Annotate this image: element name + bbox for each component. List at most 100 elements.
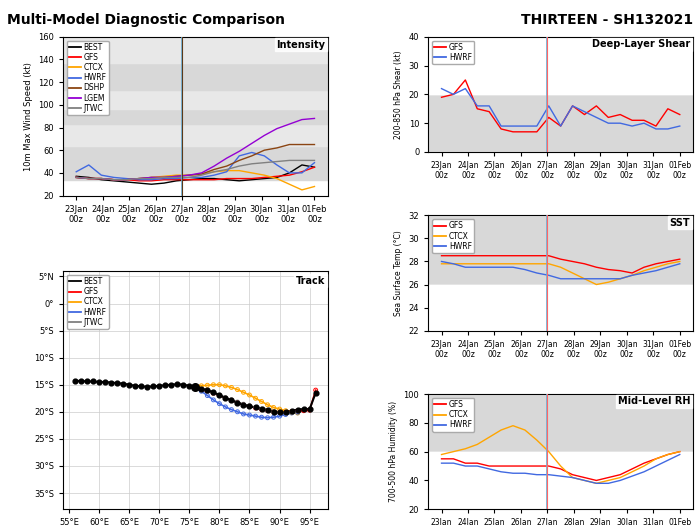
Point [202, 387, 213, 395]
Y-axis label: 700-500 hPa Humidity (%): 700-500 hPa Humidity (%) [389, 401, 398, 502]
Point [208, 396, 219, 404]
Point [208, 389, 219, 397]
Bar [428, 37, 693, 94]
Point [292, 408, 303, 417]
Point [226, 396, 237, 404]
Point [208, 388, 219, 396]
Legend: GFS, CTCX, HWRF: GFS, CTCX, HWRF [432, 219, 474, 253]
Point [214, 391, 225, 399]
Bar [428, 37, 693, 94]
Point [250, 394, 261, 403]
Point [220, 394, 231, 402]
Point [196, 384, 207, 393]
Point [256, 397, 267, 406]
Point [148, 382, 159, 391]
Point [250, 403, 261, 412]
Point [310, 386, 321, 394]
Point [262, 406, 273, 415]
Legend: GFS, CTCX, HWRF: GFS, CTCX, HWRF [432, 398, 474, 432]
Point [232, 385, 243, 394]
Text: Mid-Level RH: Mid-Level RH [618, 396, 690, 406]
Text: Intensity: Intensity [276, 40, 325, 50]
Bar [428, 452, 693, 509]
Point [214, 391, 225, 400]
Point [262, 401, 273, 409]
Point [292, 407, 303, 415]
Point [202, 381, 213, 390]
Point [202, 387, 213, 395]
Bar [63, 147, 328, 180]
Point [202, 391, 213, 400]
Point [292, 408, 303, 417]
Bar [63, 91, 328, 109]
Point [214, 381, 225, 389]
Point [280, 411, 291, 419]
Point [214, 400, 225, 408]
Point [280, 408, 291, 416]
Bar [63, 64, 328, 90]
Point [238, 401, 249, 409]
Bar [63, 37, 328, 63]
Point [268, 403, 279, 412]
Point [154, 382, 165, 390]
Point [280, 406, 291, 415]
Point [274, 412, 285, 421]
Point [244, 402, 255, 411]
Point [208, 381, 219, 389]
Point [274, 405, 285, 413]
Y-axis label: Sea Surface Temp (°C): Sea Surface Temp (°C) [394, 230, 403, 316]
Point [280, 408, 291, 417]
Point [183, 382, 195, 390]
Point [256, 405, 267, 414]
Point [268, 407, 279, 416]
Legend: GFS, HWRF: GFS, HWRF [432, 40, 474, 64]
Point [81, 377, 92, 386]
Bar [428, 285, 693, 331]
Point [94, 378, 105, 386]
Point [160, 381, 171, 390]
Point [166, 381, 177, 389]
Point [262, 406, 273, 415]
Point [106, 379, 117, 387]
Bar [63, 125, 328, 145]
Point [268, 407, 279, 416]
Point [76, 377, 87, 385]
Point [220, 382, 231, 390]
Point [178, 381, 189, 389]
Point [244, 402, 255, 410]
Point [286, 408, 297, 417]
Point [262, 406, 273, 414]
Point [292, 407, 303, 416]
Point [232, 398, 243, 407]
Point [190, 384, 201, 393]
Point [196, 382, 207, 390]
Point [196, 387, 207, 395]
Point [298, 405, 309, 413]
Point [118, 380, 129, 388]
Point [190, 384, 201, 393]
Point [274, 408, 285, 416]
Point [286, 407, 297, 416]
Point [262, 414, 273, 422]
Text: THIRTEEN - SH132021: THIRTEEN - SH132021 [521, 13, 693, 27]
Point [226, 396, 237, 405]
Point [280, 407, 291, 416]
Point [292, 405, 303, 414]
Legend: BEST, GFS, CTCX, HWRF, DSHP, LGEM, JTWC: BEST, GFS, CTCX, HWRF, DSHP, LGEM, JTWC [66, 40, 109, 115]
Point [238, 401, 249, 409]
Point [310, 388, 321, 397]
Point [214, 391, 225, 400]
Point [111, 379, 122, 387]
Point [268, 413, 279, 422]
Point [274, 408, 285, 416]
Point [190, 383, 201, 392]
Point [250, 412, 261, 421]
Point [238, 410, 249, 418]
Point [274, 408, 285, 416]
Point [256, 405, 267, 413]
Y-axis label: 10m Max Wind Speed (kt): 10m Max Wind Speed (kt) [24, 62, 32, 171]
Point [136, 382, 147, 391]
Point [304, 406, 315, 414]
Point [286, 406, 297, 415]
Point [244, 411, 255, 419]
